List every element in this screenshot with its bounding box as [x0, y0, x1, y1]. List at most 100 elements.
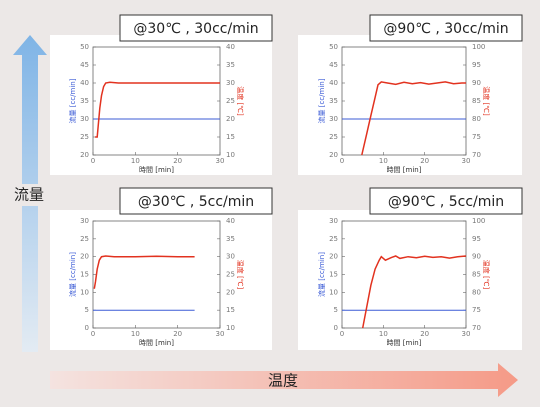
y2-tick-label: 85 [472, 271, 481, 279]
y2-tick-label: 95 [472, 235, 481, 243]
y2-tick-label: 90 [472, 79, 481, 87]
x-tick-label: 0 [91, 157, 95, 165]
y2-tick-label: 20 [226, 115, 235, 123]
y2-tick-label: 90 [472, 253, 481, 261]
y-tick-label: 0 [85, 324, 89, 332]
y2-tick-label: 95 [472, 61, 481, 69]
x-tick-label: 20 [420, 157, 429, 165]
x-tick-label: 10 [131, 157, 140, 165]
y-tick-label: 30 [329, 217, 338, 225]
y2-tick-label: 70 [472, 151, 481, 159]
series-line [93, 255, 195, 289]
y-tick-label: 10 [80, 288, 89, 296]
y-tick-label: 20 [80, 151, 89, 159]
y-axis-label: 流量 [cc/min] [68, 78, 77, 123]
y2-tick-label: 15 [226, 306, 235, 314]
y-tick-label: 45 [329, 61, 338, 69]
y-tick-label: 0 [334, 324, 338, 332]
chart-title: @30℃ , 30cc/min [133, 21, 258, 37]
y2-tick-label: 100 [472, 217, 485, 225]
y2-tick-label: 40 [226, 217, 235, 225]
y-tick-label: 30 [80, 217, 89, 225]
vertical-arrow-label: 流量 [14, 186, 44, 204]
title-box [369, 187, 523, 215]
y2-tick-label: 75 [472, 306, 481, 314]
y2-tick-label: 80 [472, 115, 481, 123]
y2-axis-label: 温度 [℃] [236, 260, 245, 290]
y-tick-label: 45 [80, 61, 89, 69]
x-axis-label: 時間 [min] [387, 339, 422, 347]
x-tick-label: 30 [216, 330, 225, 338]
y2-tick-label: 25 [226, 271, 235, 279]
y2-tick-label: 30 [226, 253, 235, 261]
panel [50, 210, 272, 350]
y-tick-label: 50 [329, 43, 338, 51]
y-tick-label: 25 [80, 235, 89, 243]
x-tick-label: 30 [462, 330, 471, 338]
x-axis-label: 時間 [min] [139, 339, 174, 347]
x-tick-label: 30 [462, 157, 471, 165]
y2-tick-label: 40 [226, 43, 235, 51]
arrow-label-bg [8, 184, 50, 206]
title-box [119, 187, 273, 215]
y2-tick-label: 100 [472, 43, 485, 51]
y-axis-label: 流量 [cc/min] [317, 78, 326, 123]
y2-tick-label: 30 [226, 79, 235, 87]
x-axis-label: 時間 [min] [139, 166, 174, 174]
y-tick-label: 40 [329, 79, 338, 87]
panel [298, 35, 522, 175]
x-tick-label: 0 [340, 330, 344, 338]
y-tick-label: 30 [80, 115, 89, 123]
y-tick-label: 25 [329, 235, 338, 243]
y2-tick-label: 35 [226, 235, 235, 243]
y2-axis-label: 温度 [℃] [236, 86, 245, 116]
title-box [369, 14, 523, 42]
y-tick-label: 5 [334, 306, 338, 314]
x-tick-label: 10 [379, 157, 388, 165]
series-line [361, 81, 466, 156]
chart-title: @90℃ , 5cc/min [388, 194, 504, 210]
x-axis-label: 時間 [min] [387, 166, 422, 174]
y2-tick-label: 35 [226, 61, 235, 69]
y-tick-label: 20 [329, 253, 338, 261]
y2-axis-label: 温度 [℃] [482, 260, 491, 290]
title-box [119, 14, 273, 42]
y-tick-label: 25 [329, 133, 338, 141]
y-tick-label: 35 [80, 97, 89, 105]
x-tick-label: 10 [379, 330, 388, 338]
y2-tick-label: 75 [472, 133, 481, 141]
y-tick-label: 15 [80, 271, 89, 279]
y-tick-label: 5 [85, 306, 89, 314]
y2-tick-label: 70 [472, 324, 481, 332]
y-axis-label: 流量 [cc/min] [68, 252, 77, 297]
x-tick-label: 10 [131, 330, 140, 338]
y2-tick-label: 10 [226, 151, 235, 159]
horizontal-arrow [50, 363, 518, 397]
panel [298, 210, 522, 350]
y-tick-label: 20 [329, 151, 338, 159]
chart-title: @30℃ , 5cc/min [138, 194, 254, 210]
x-tick-label: 0 [91, 330, 95, 338]
y-tick-label: 50 [80, 43, 89, 51]
y-axis-label: 流量 [cc/min] [317, 252, 326, 297]
y-tick-label: 25 [80, 133, 89, 141]
horizontal-arrow-label: 温度 [268, 372, 298, 390]
series-line [95, 81, 220, 138]
y-tick-label: 15 [329, 271, 338, 279]
y2-tick-label: 85 [472, 97, 481, 105]
x-tick-label: 0 [340, 157, 344, 165]
chart-title: @90℃ , 30cc/min [383, 21, 508, 37]
y-tick-label: 30 [329, 115, 338, 123]
series-line [361, 255, 467, 329]
y-tick-label: 20 [80, 253, 89, 261]
y2-axis-label: 温度 [℃] [482, 86, 491, 116]
y-tick-label: 10 [329, 288, 338, 296]
y-tick-label: 35 [329, 97, 338, 105]
panel [50, 35, 272, 175]
x-tick-label: 20 [173, 330, 182, 338]
y2-tick-label: 15 [226, 133, 235, 141]
y2-tick-label: 10 [226, 324, 235, 332]
x-tick-label: 30 [216, 157, 225, 165]
x-tick-label: 20 [420, 330, 429, 338]
